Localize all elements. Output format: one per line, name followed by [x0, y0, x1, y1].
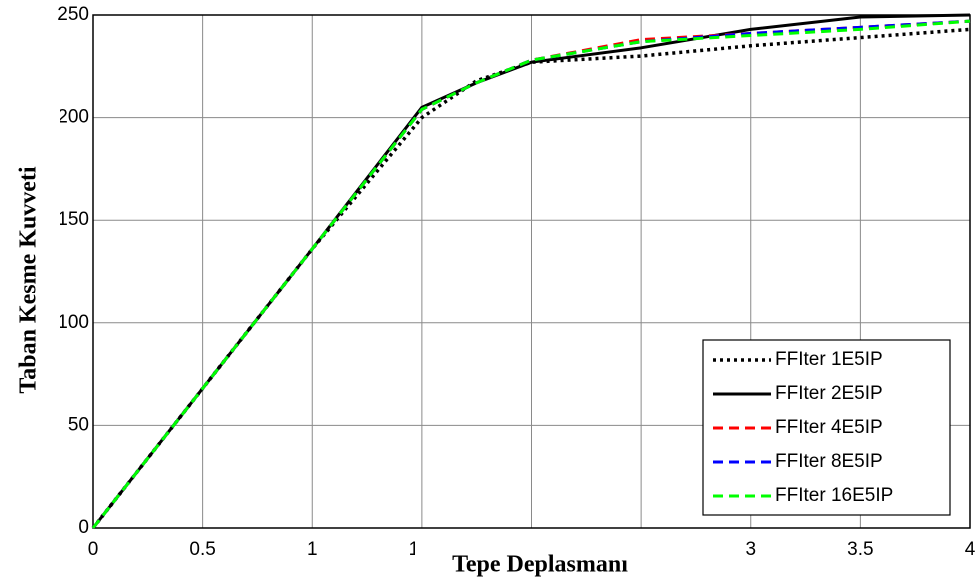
- legend-label: FFIter 4E5IP: [775, 417, 883, 438]
- y-label: Taban Kesme Kuvveti: [16, 166, 42, 393]
- axes-box: [92, 14, 971, 529]
- legend-label: FFIter 1E5IP: [775, 349, 883, 370]
- series-line: [91, 19, 971, 529]
- x-tick-label: 3.5: [847, 539, 873, 560]
- x-label-bg: [415, 540, 670, 588]
- y-label-bg: [8, 100, 60, 460]
- x-label: Tepe Deplasmanı: [452, 552, 628, 578]
- y-tick-label: 0: [78, 517, 89, 538]
- y-tick-label: 50: [68, 414, 89, 435]
- y-tick-label: 200: [57, 107, 89, 128]
- x-tick-label: 0: [88, 539, 99, 560]
- legend-label: FFIter 8E5IP: [775, 451, 883, 472]
- y-tick-label: 100: [57, 312, 89, 333]
- y-tick-label: 250: [57, 4, 89, 25]
- series-line: [91, 19, 971, 529]
- x-tick-label: 3: [745, 539, 756, 560]
- series-line: [91, 13, 971, 529]
- x-tick-label: 0.5: [189, 539, 215, 560]
- legend-box: [702, 339, 951, 516]
- legend-label: FFIter 2E5IP: [775, 383, 883, 404]
- x-tick-label: 4: [965, 539, 976, 560]
- legend-label: FFIter 16E5IP: [775, 485, 893, 506]
- y-tick-label: 150: [57, 209, 89, 230]
- x-tick-label: 1: [307, 539, 318, 560]
